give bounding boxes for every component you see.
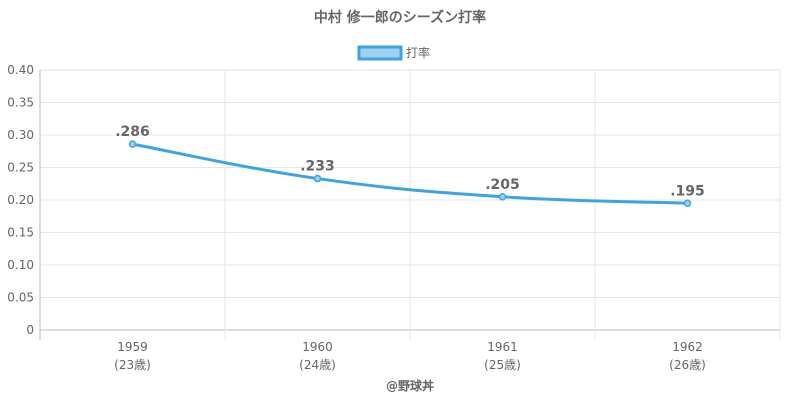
x-axis-ticks: 1959 (23歳) 1960 (24歳) 1961 (25歳) 1962 (26歳)	[114, 340, 706, 372]
x-tick-label: 1962	[672, 340, 703, 354]
credit-text: @野球丼	[386, 378, 434, 393]
x-tick-sublabel: (24歳)	[299, 358, 336, 372]
y-tick-label: 0.10	[7, 258, 34, 272]
data-labels: .286 .233 .205 .195	[115, 124, 705, 199]
chart-title: 中村 修一郎のシーズン打率	[314, 9, 486, 26]
data-label: .205	[485, 177, 520, 193]
data-point[interactable]	[683, 199, 692, 207]
data-points	[128, 140, 692, 207]
x-tick-sublabel: (25歳)	[484, 358, 521, 372]
data-point[interactable]	[313, 174, 322, 183]
data-label: .233	[300, 159, 335, 175]
data-point[interactable]	[128, 140, 137, 148]
grid	[39, 69, 781, 340]
legend-label[interactable]: 打率	[406, 45, 430, 60]
data-label: .286	[115, 124, 150, 140]
y-tick-label: 0.20	[7, 193, 34, 207]
y-axis-ticks: 0 0.05 0.10 0.15 0.20 0.25 0.30 0.35 0.40	[7, 63, 34, 337]
y-tick-label: 0.15	[7, 226, 34, 240]
y-tick-label: 0.40	[7, 63, 34, 77]
y-tick-label: 0.35	[7, 96, 34, 110]
y-tick-label: 0.30	[7, 128, 34, 142]
y-tick-label: 0.25	[7, 161, 34, 175]
y-tick-label: 0	[26, 323, 34, 337]
data-point[interactable]	[498, 193, 507, 201]
x-tick-label: 1961	[487, 340, 518, 354]
x-tick-label: 1960	[302, 340, 333, 354]
x-tick-sublabel: (23歳)	[114, 358, 151, 372]
legend[interactable]: 打率	[357, 45, 430, 61]
x-tick-label: 1959	[117, 340, 148, 354]
y-tick-label: 0.05	[7, 291, 34, 305]
legend-swatch[interactable]	[357, 45, 403, 61]
series-line-batting-average	[132, 142, 688, 205]
data-label: .195	[670, 183, 705, 199]
x-tick-sublabel: (26歳)	[669, 358, 706, 372]
